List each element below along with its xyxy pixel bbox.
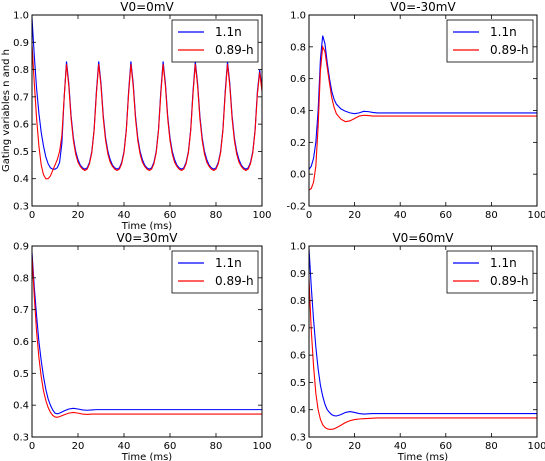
y-tick-label: 0.9 bbox=[13, 242, 29, 253]
series-line-1 bbox=[32, 252, 262, 415]
y-axis-label: Gating variables n and h bbox=[1, 49, 12, 172]
legend-box bbox=[446, 250, 534, 294]
y-tick-label: 0.3 bbox=[290, 433, 306, 444]
x-tick-label: 100 bbox=[527, 210, 545, 221]
y-tick-label: 0.4 bbox=[290, 405, 306, 416]
series-line-2 bbox=[309, 44, 537, 191]
chart-panel-1: 0 20 40 60 80 100 0.3 0.4 0.5 0.6 0.7 0.8 0.9 1.0 V0=0… bbox=[1, 0, 272, 232]
x-tick-label: 20 bbox=[348, 210, 361, 221]
plot-frame bbox=[308, 245, 538, 438]
legend: 1.1n 0.89-h bbox=[446, 250, 534, 294]
legend-entry: 0.89-h bbox=[215, 43, 254, 57]
y-tick-label: 0.9 bbox=[13, 38, 29, 49]
plot-frame bbox=[31, 14, 263, 207]
x-tick-label: 20 bbox=[348, 441, 361, 452]
y-tick-label: 0.7 bbox=[13, 305, 29, 316]
y-tick-label: 0.6 bbox=[13, 337, 29, 348]
y-tick-label: 0.4 bbox=[13, 174, 29, 185]
x-tick-label: 60 bbox=[164, 441, 177, 452]
series-line-2 bbox=[309, 278, 537, 430]
y-tick-label: 1.0 bbox=[290, 242, 306, 253]
y-tick-label: 0.8 bbox=[13, 273, 29, 284]
x-axis-label: Time (ms) bbox=[121, 221, 173, 232]
x-tick-label: 0 bbox=[306, 210, 312, 221]
legend-entry: 0.89-h bbox=[490, 43, 529, 57]
x-tick-label: 40 bbox=[394, 441, 407, 452]
x-tick-label: 60 bbox=[439, 441, 452, 452]
x-tick-label: 80 bbox=[485, 441, 498, 452]
legend-entry: 1.1n bbox=[490, 25, 517, 39]
series-line-1 bbox=[309, 35, 537, 170]
y-tick-label: 0.5 bbox=[13, 147, 29, 158]
y-tick-label: 0.6 bbox=[290, 351, 306, 362]
legend-entry: 1.1n bbox=[215, 256, 242, 270]
x-tick-label: 60 bbox=[164, 210, 177, 221]
chart-title: V0=30mV bbox=[116, 231, 178, 245]
x-tick-label: 100 bbox=[252, 441, 271, 452]
chart-title: V0=0mV bbox=[120, 0, 174, 14]
legend-entry: 0.89-h bbox=[490, 274, 529, 288]
chart-title: V0=-30mV bbox=[390, 0, 456, 14]
legend-box bbox=[171, 250, 259, 294]
x-tick-label: 80 bbox=[210, 210, 223, 221]
chart-title: V0=60mV bbox=[392, 231, 454, 245]
x-tick-label: 20 bbox=[72, 210, 85, 221]
x-tick-label: 40 bbox=[118, 441, 131, 452]
x-tick-label: 60 bbox=[439, 210, 452, 221]
y-tick-label: 0.4 bbox=[290, 106, 306, 117]
legend: 1.1n 0.89-h bbox=[446, 19, 534, 63]
y-tick-label: 0.7 bbox=[13, 92, 29, 103]
series-line-2 bbox=[32, 255, 262, 418]
legend-entry: 0.89-h bbox=[215, 274, 254, 288]
y-tick-label: 1.0 bbox=[13, 11, 29, 22]
y-tick-label: 0.9 bbox=[290, 269, 306, 280]
chart-panel-4: 0 20 40 60 80 100 0.3 0.4 0.5 0.6 0.7 0.8 0.9 1.0 V0=6… bbox=[290, 231, 545, 461]
legend-entry: 1.1n bbox=[490, 256, 517, 270]
chart-panel-2: 0 20 40 60 80 100 -0.2 0.0 0.2 0.4 0.6 0.8 1.0 V0=-30… bbox=[286, 0, 545, 221]
x-axis-label: Time (ms) bbox=[121, 452, 173, 461]
legend-entry: 1.1n bbox=[215, 25, 242, 39]
y-tick-label: 0.8 bbox=[290, 42, 306, 53]
y-tick-label: 0.8 bbox=[290, 296, 306, 307]
x-tick-label: 80 bbox=[210, 441, 223, 452]
y-tick-label: 0.7 bbox=[290, 323, 306, 334]
x-tick-label: 100 bbox=[527, 441, 545, 452]
x-tick-label: 20 bbox=[72, 441, 85, 452]
x-tick-label: 40 bbox=[118, 210, 131, 221]
legend: 1.1n 0.89-h bbox=[171, 19, 259, 63]
y-tick-label: 0.4 bbox=[13, 401, 29, 412]
chart-panel-3: 0 20 40 60 80 100 0.3 0.4 0.5 0.6 0.7 0.8 0.9 V0=30mV… bbox=[13, 231, 271, 461]
x-tick-label: 40 bbox=[394, 210, 407, 221]
y-tick-label: 0.3 bbox=[13, 433, 29, 444]
x-tick-label: 0 bbox=[306, 441, 312, 452]
y-tick-label: 0.8 bbox=[13, 65, 29, 76]
legend: 1.1n 0.89-h bbox=[171, 250, 259, 294]
y-tick-label: 0.6 bbox=[290, 74, 306, 85]
x-tick-label: 0 bbox=[29, 441, 35, 452]
y-tick-label: 0.6 bbox=[13, 120, 29, 131]
series-line-2 bbox=[32, 44, 262, 180]
x-tick-label: 80 bbox=[485, 210, 498, 221]
x-axis-label: Time (ms) bbox=[397, 452, 449, 461]
y-tick-label: -0.2 bbox=[286, 202, 306, 213]
y-tick-label: 0.5 bbox=[13, 369, 29, 380]
y-tick-label: 0.2 bbox=[290, 138, 306, 149]
x-tick-label: 100 bbox=[252, 210, 271, 221]
legend-box bbox=[446, 19, 534, 63]
y-tick-label: 0.5 bbox=[290, 378, 306, 389]
y-tick-label: 0.3 bbox=[13, 202, 29, 213]
legend-box bbox=[171, 19, 259, 63]
x-tick-label: 0 bbox=[29, 210, 35, 221]
series-line-1 bbox=[309, 248, 537, 417]
y-tick-label: 0.0 bbox=[290, 170, 306, 181]
y-tick-label: 1.0 bbox=[290, 11, 306, 22]
